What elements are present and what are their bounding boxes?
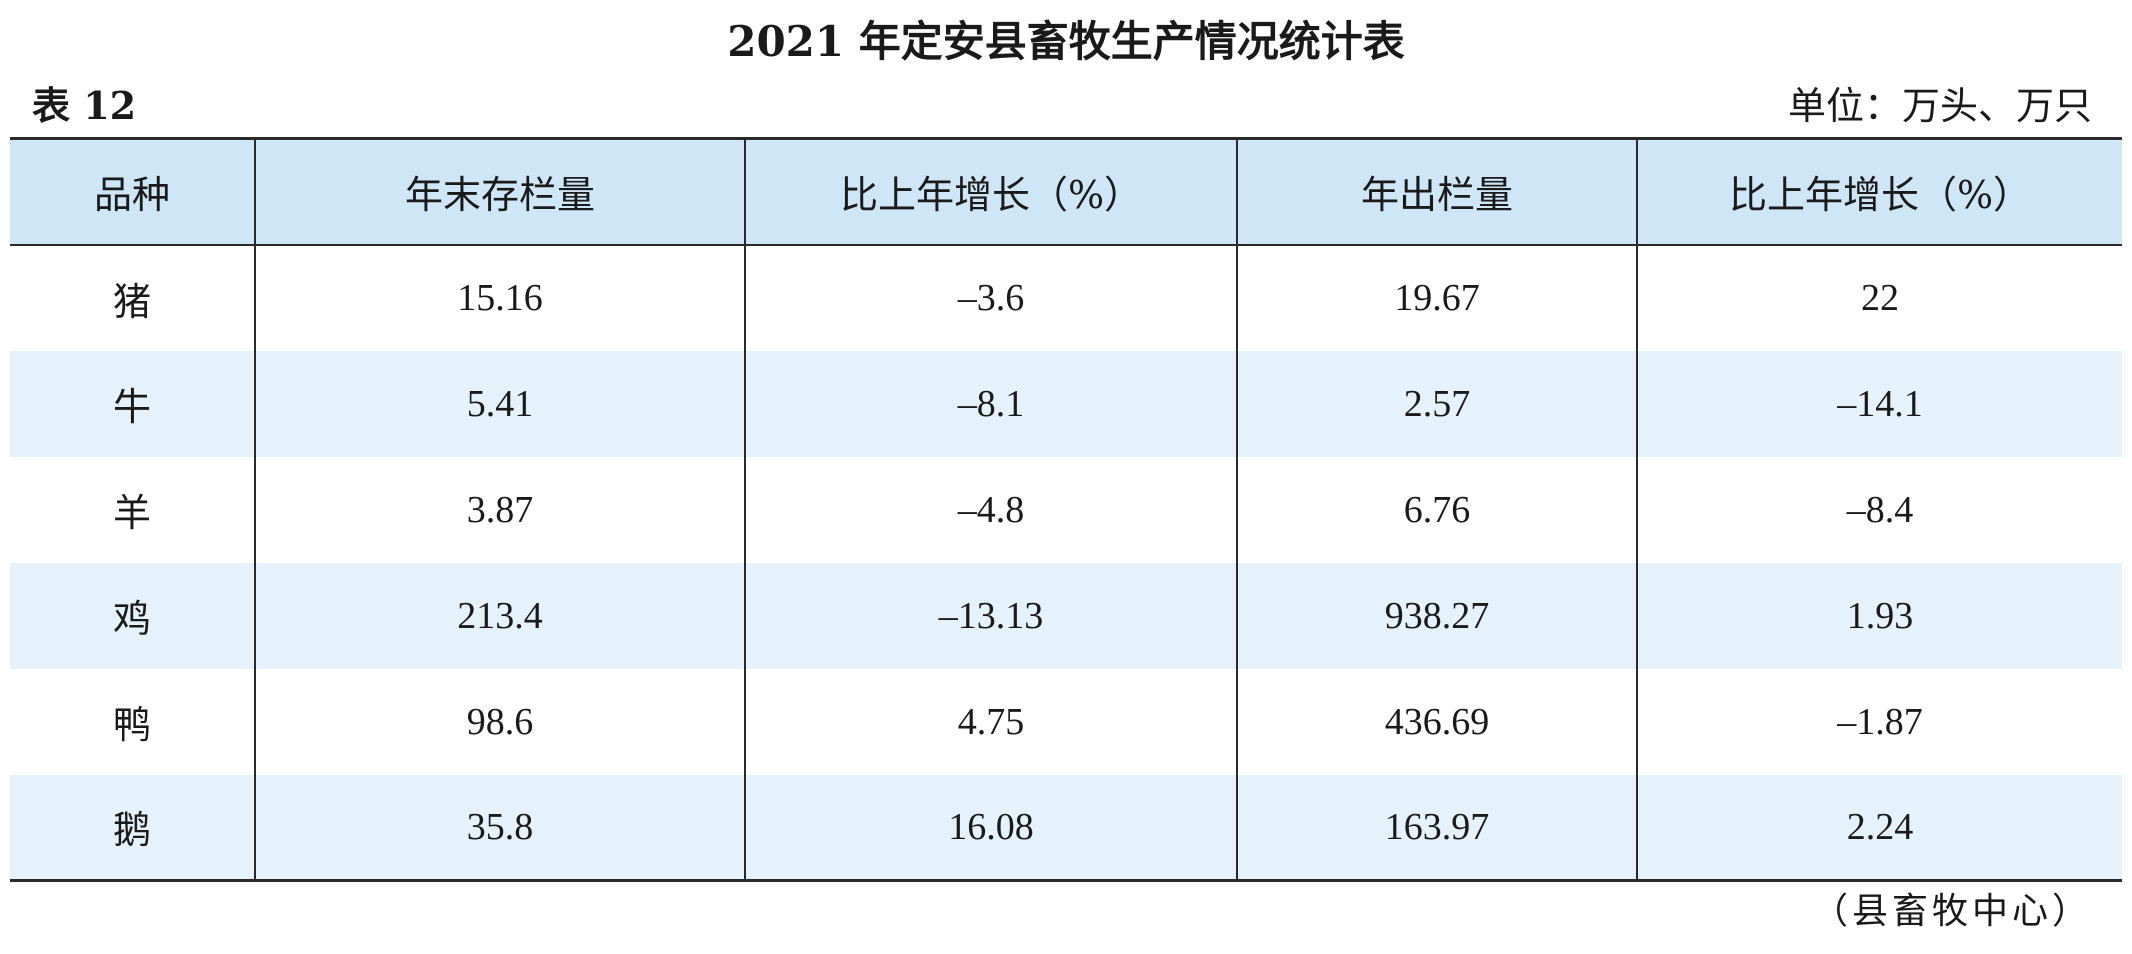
species-cell: 猪: [112, 279, 151, 324]
output-cell: 436.69: [1236, 668, 1637, 775]
stock-growth-cell: –4.8: [744, 456, 1237, 563]
stock-growth-cell: 4.75: [744, 668, 1237, 775]
header-stock-growth: 比上年增长（%）: [744, 137, 1237, 246]
output-cell: 938.27: [1236, 562, 1637, 669]
header-row: 品种 年末存栏量 比上年增长（%） 年出栏量 比上年增长（%）: [10, 137, 2122, 246]
source-note: （县畜牧中心）: [1811, 891, 2092, 932]
output-cell: 163.97: [1236, 774, 1637, 882]
header-output: 年出栏量: [1236, 137, 1637, 246]
stock-cell: 5.41: [254, 350, 745, 457]
stock-cell: 35.8: [254, 774, 745, 882]
header-species: 品种: [10, 137, 255, 246]
table-row: 鸡 213.4 –13.13 938.27 1.93: [10, 562, 2122, 669]
output-growth-cell: 2.24: [1636, 774, 2122, 882]
table-row: 鸭 98.6 4.75 436.69 –1.87: [10, 668, 2122, 775]
stock-growth-cell: –13.13: [744, 562, 1237, 669]
species-cell: 鸭: [112, 703, 151, 747]
stock-growth-cell: 16.08: [744, 774, 1237, 882]
header-stock: 年末存栏量: [254, 137, 745, 246]
stock-cell: 213.4: [254, 562, 745, 669]
stock-cell: 3.87: [254, 456, 745, 563]
species-cell: 鸡: [112, 597, 151, 641]
livestock-table: 品种 年末存栏量 比上年增长（%） 年出栏量 比上年增长（%） 猪 15.16 …: [10, 137, 2122, 882]
species-cell: 牛: [112, 385, 151, 429]
output-growth-cell: 1.93: [1636, 562, 2122, 669]
table-row: 鹅 35.8 16.08 163.97 2.24: [10, 774, 2122, 882]
header-output-growth: 比上年增长（%）: [1636, 137, 2122, 246]
unit-label: 单位：万头、万只: [1787, 84, 2092, 128]
output-growth-cell: 22: [1636, 244, 2122, 351]
table-body: 猪 15.16 –3.6 19.67 22 牛 5.41 –8.1 2.57 –…: [10, 244, 2122, 882]
output-cell: 6.76: [1236, 456, 1637, 563]
output-growth-cell: –8.4: [1636, 456, 2122, 563]
output-cell: 19.67: [1236, 244, 1637, 351]
stock-cell: 15.16: [254, 244, 745, 351]
stock-growth-cell: –8.1: [744, 350, 1237, 457]
species-cell: 鹅: [10, 774, 255, 882]
output-growth-cell: –1.87: [1636, 668, 2122, 775]
stock-cell: 98.6: [254, 668, 745, 775]
table-number: 表 12: [32, 83, 137, 128]
table-row: 羊 3.87 –4.8 6.76 –8.4: [10, 456, 2122, 563]
page-title: 2021 年定安县畜牧生产情况统计表: [727, 17, 1405, 66]
species-cell: 羊: [112, 491, 151, 535]
stock-growth-cell: –3.6: [744, 244, 1237, 351]
output-cell: 2.57: [1236, 350, 1637, 457]
table-header: 品种 年末存栏量 比上年增长（%） 年出栏量 比上年增长（%）: [10, 137, 2122, 246]
table-row: 猪 15.16 –3.6 19.67 22: [10, 244, 2122, 351]
table-row: 牛 5.41 –8.1 2.57 –14.1: [10, 350, 2122, 457]
output-growth-cell: –14.1: [1636, 350, 2122, 457]
